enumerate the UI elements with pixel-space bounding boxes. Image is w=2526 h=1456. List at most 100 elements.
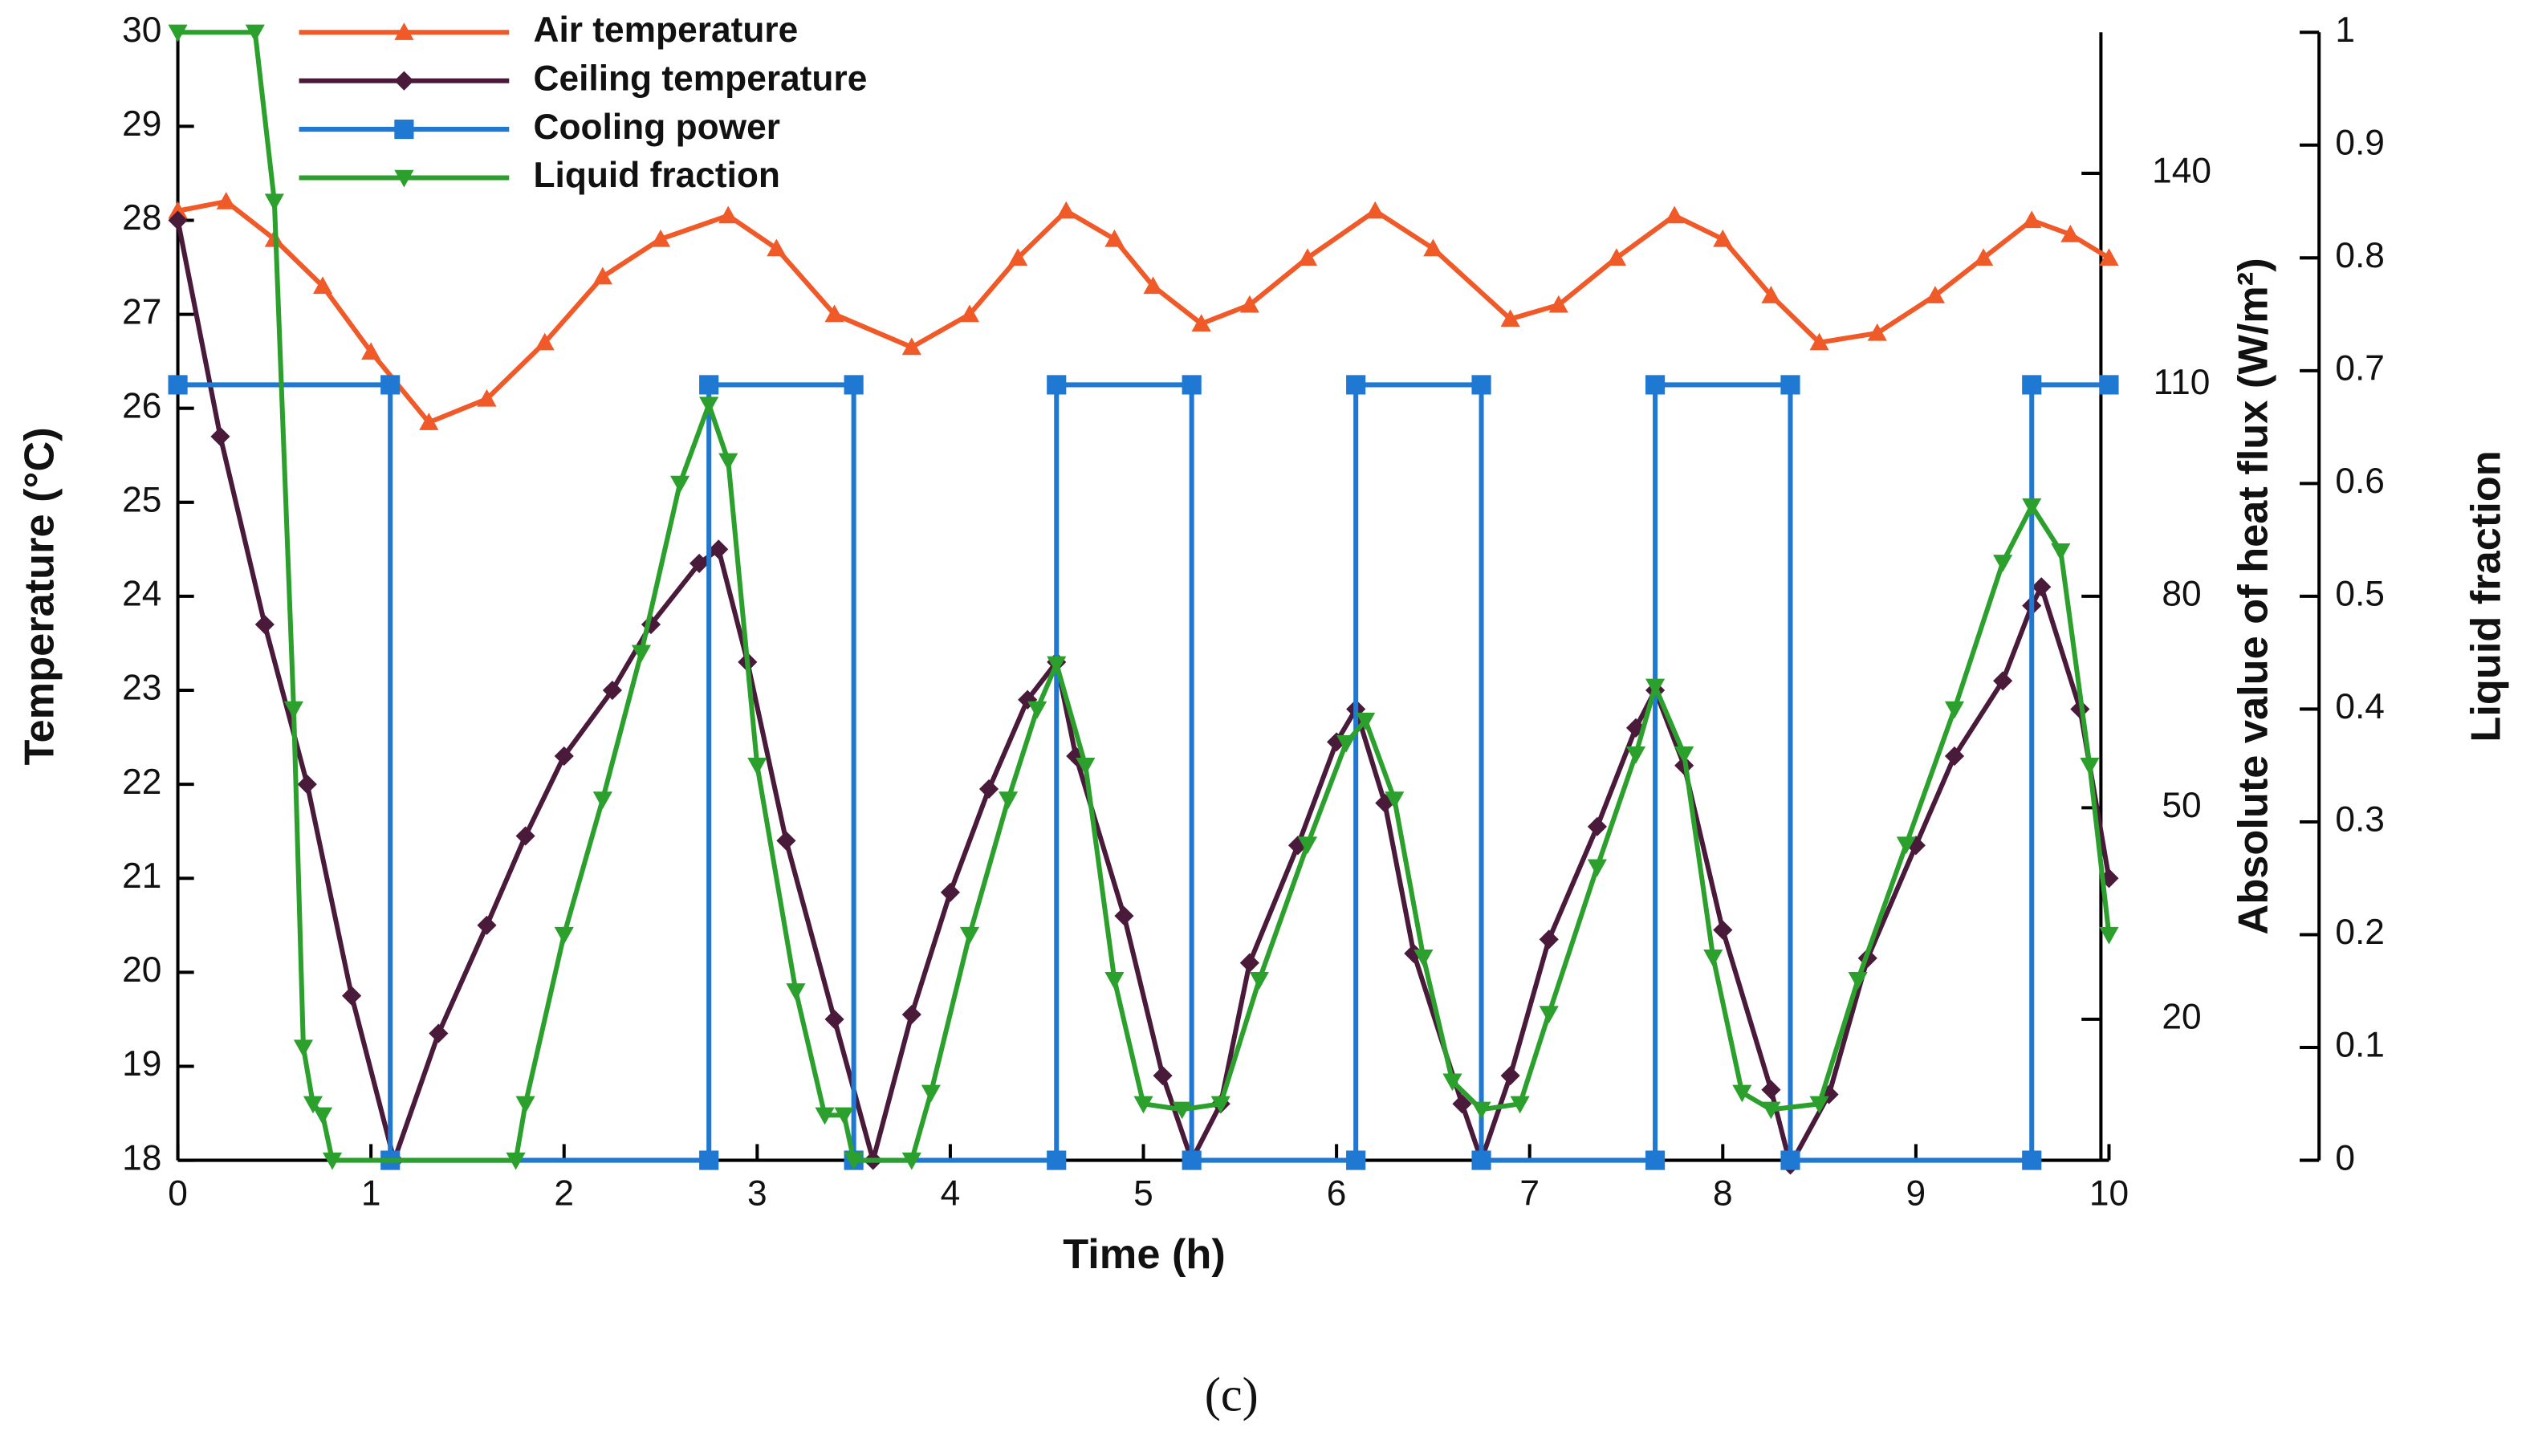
data-point [477, 915, 497, 935]
data-point [264, 193, 284, 212]
data-point [2022, 498, 2042, 516]
y3-tick-label: 0.2 [2335, 913, 2385, 952]
y-tick-label: 19 [122, 1044, 161, 1084]
y3-tick-label: 0.9 [2335, 123, 2385, 162]
data-point [2051, 543, 2071, 561]
y-tick-label: 20 [122, 950, 161, 990]
data-point [1008, 248, 1028, 266]
data-point [2060, 224, 2081, 242]
data-point [293, 1039, 314, 1058]
data-point [1249, 972, 1269, 990]
data-point [718, 205, 738, 224]
y3-tick-label: 0.3 [2335, 800, 2385, 840]
x-tick-label: 6 [1327, 1174, 1347, 1214]
data-point [1056, 201, 1076, 219]
data-point [1780, 1150, 1800, 1170]
data-point [1385, 791, 1405, 809]
series-line [177, 382, 2109, 1163]
data-point [1182, 375, 1202, 395]
data-point [1297, 248, 1318, 266]
data-point [1539, 1006, 1559, 1023]
data-point [1761, 1080, 1781, 1100]
y2-tick-label: 110 [2154, 363, 2211, 402]
data-point [1548, 295, 1568, 313]
data-point [747, 758, 767, 775]
data-point [1645, 1150, 1666, 1170]
data-point [2080, 758, 2100, 775]
data-point [1993, 671, 2013, 691]
data-point [1346, 375, 1366, 395]
data-point [1047, 1150, 1067, 1170]
data-point [1047, 375, 1067, 395]
data-point [699, 1150, 719, 1170]
data-point [978, 779, 999, 799]
data-point [699, 397, 719, 415]
legend-marker [394, 169, 414, 188]
data-point [1471, 1101, 1491, 1120]
data-point [1076, 758, 1096, 775]
y-tick-label: 21 [122, 856, 161, 896]
data-point [776, 831, 796, 851]
data-point [1104, 229, 1125, 247]
y2-tick-label: 80 [2162, 575, 2201, 614]
data-point [718, 453, 738, 471]
data-point [303, 1096, 323, 1114]
data-point [245, 24, 265, 43]
data-point [1027, 701, 1047, 719]
data-point [1539, 929, 1559, 950]
x-tick-label: 2 [554, 1174, 574, 1214]
data-point [631, 645, 652, 663]
data-point [959, 304, 980, 323]
data-point [1848, 972, 1868, 990]
data-point [2022, 1150, 2042, 1170]
y3-tick-label: 0.7 [2335, 349, 2385, 388]
data-point [554, 746, 574, 767]
y3-tick-label: 0.4 [2335, 687, 2385, 726]
data-point [297, 775, 317, 795]
data-point [1133, 1096, 1153, 1114]
data-point [824, 304, 844, 323]
data-point [535, 332, 555, 351]
data-point [815, 1107, 835, 1125]
data-point [312, 276, 333, 295]
data-point [1674, 746, 1694, 764]
data-point [506, 1152, 526, 1170]
y3-tick-label: 0.6 [2335, 462, 2385, 501]
data-point [689, 553, 710, 574]
data-point [322, 1152, 343, 1170]
y-tick-label: 28 [122, 198, 161, 238]
data-point [361, 342, 381, 360]
x-tick-label: 5 [1133, 1174, 1153, 1214]
data-point [921, 1084, 941, 1103]
data-point [1732, 1084, 1752, 1103]
data-point [419, 413, 439, 430]
x-axis-label: Time (h) [1063, 1231, 1226, 1278]
data-point [1587, 859, 1607, 877]
legend-marker [394, 71, 414, 91]
data-point [999, 791, 1019, 809]
data-point [959, 926, 980, 945]
data-point [901, 337, 921, 356]
data-point [844, 1152, 864, 1170]
data-point [254, 614, 275, 635]
data-point [2022, 210, 2042, 229]
legend-label: Ceiling temperature [533, 59, 867, 98]
data-point [283, 701, 303, 719]
data-point [1336, 734, 1357, 753]
y3-tick-label: 0.5 [2335, 575, 2385, 614]
x-tick-label: 0 [168, 1174, 188, 1214]
series-line [177, 30, 2112, 1163]
data-point [1191, 314, 1211, 331]
data-point [1423, 238, 1443, 257]
legend-marker [394, 22, 414, 40]
data-point [429, 1023, 449, 1043]
y3-tick-label: 0.1 [2335, 1026, 2385, 1065]
data-point [312, 1107, 333, 1125]
data-point [844, 375, 864, 395]
data-point [342, 986, 362, 1006]
x-tick-label: 3 [747, 1174, 767, 1214]
legend-marker [394, 119, 414, 140]
data-point [1356, 712, 1376, 730]
y3-tick-label: 1 [2335, 10, 2355, 50]
data-point [1713, 229, 1733, 247]
